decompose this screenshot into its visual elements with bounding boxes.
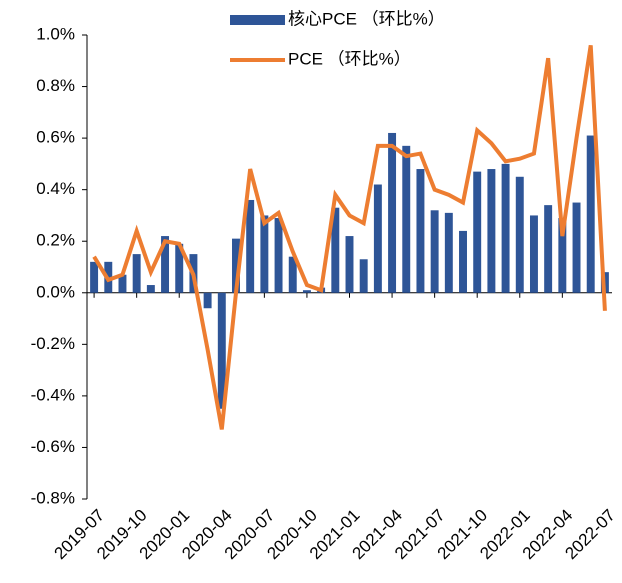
y-tick-label: 0.8% [36, 76, 75, 95]
bar [203, 292, 212, 309]
bar [146, 285, 155, 293]
bar [359, 259, 368, 293]
bar [132, 254, 141, 293]
bar [586, 135, 595, 293]
y-tick-label: 0.6% [36, 128, 75, 147]
bar [260, 215, 269, 293]
bar [572, 202, 581, 293]
bar [515, 176, 524, 293]
bar [558, 218, 567, 293]
bar [416, 169, 425, 293]
y-tick-label: 0.0% [36, 282, 75, 301]
y-tick-label: -0.2% [31, 334, 75, 353]
bar [544, 205, 553, 293]
y-tick-label: 1.0% [36, 24, 75, 43]
bar [161, 236, 170, 293]
bar [373, 184, 382, 293]
bar [331, 207, 340, 293]
y-tick-label: 0.4% [36, 179, 75, 198]
legend-label: PCE （环比%） [288, 49, 411, 68]
bar [430, 210, 439, 293]
bar [345, 236, 354, 293]
bar [473, 171, 482, 293]
legend-swatch [230, 15, 285, 25]
bar [388, 132, 397, 293]
y-tick-label: -0.4% [31, 385, 75, 404]
bar [288, 256, 297, 293]
bar [444, 212, 453, 293]
bar [232, 238, 240, 293]
bar [302, 290, 311, 293]
bar [402, 145, 411, 293]
bar [274, 218, 283, 293]
bar [501, 163, 510, 293]
bar [529, 215, 538, 293]
bar [118, 274, 127, 293]
bar [487, 169, 496, 293]
y-tick-label: -0.8% [31, 488, 75, 507]
bar [246, 199, 255, 293]
bar [217, 292, 226, 409]
y-tick-label: 0.2% [36, 231, 75, 250]
line [92, 45, 607, 430]
y-tick-label: -0.6% [31, 437, 75, 456]
bar [90, 261, 99, 293]
legend-label: 核心PCE （环比%） [288, 9, 445, 28]
bar [459, 230, 467, 293]
bar [175, 243, 184, 293]
